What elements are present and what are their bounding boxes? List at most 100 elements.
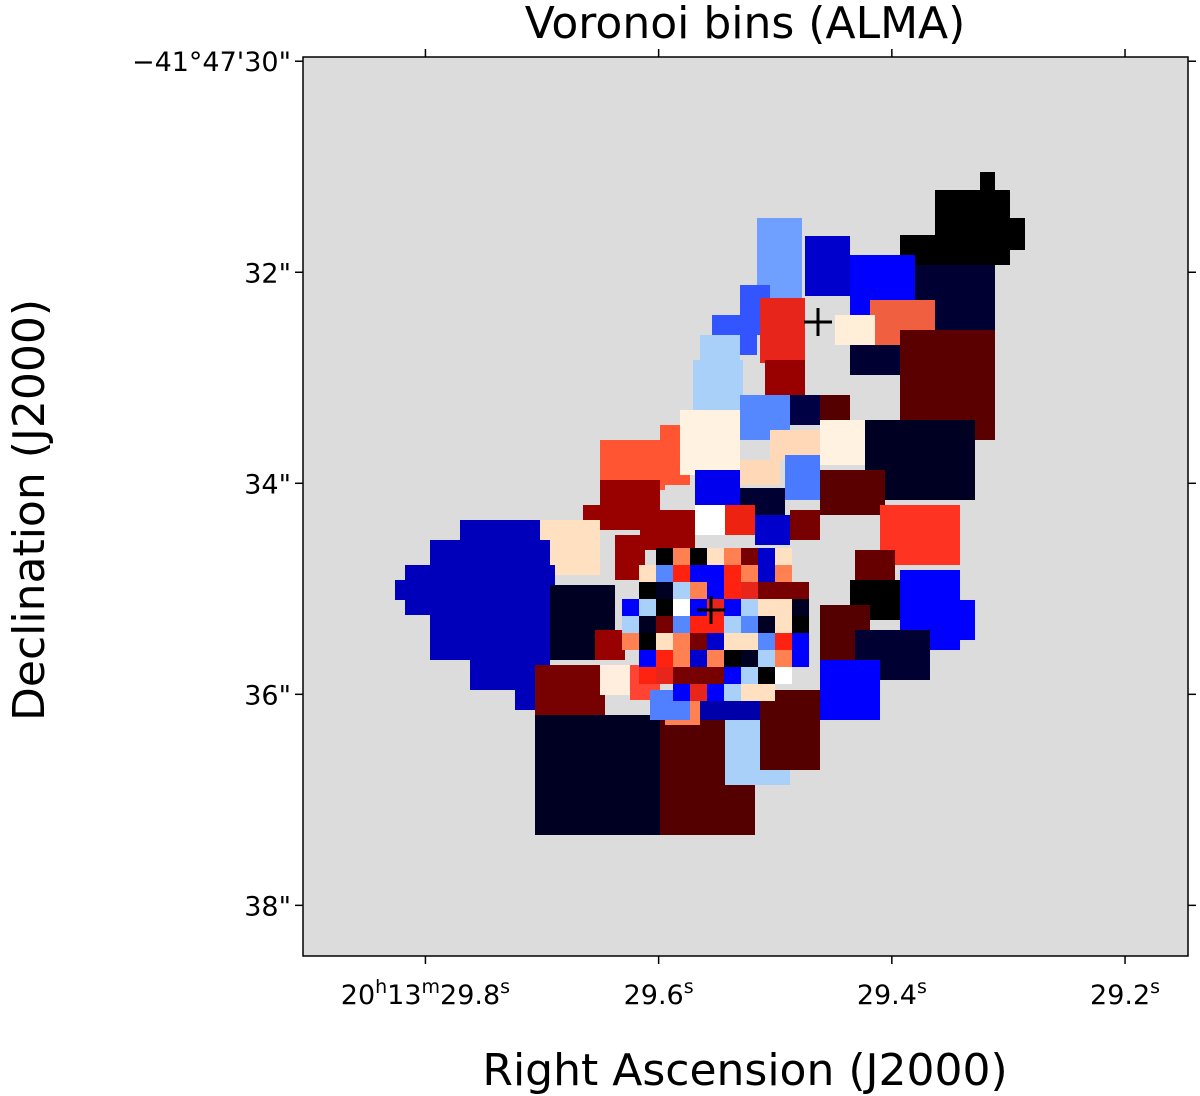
voronoi-bin	[790, 395, 820, 425]
voronoi-bin	[707, 582, 724, 599]
voronoi-bin	[707, 667, 724, 684]
voronoi-bin	[775, 667, 792, 684]
voronoi-bin	[600, 665, 630, 695]
y-tick-label: 34"	[244, 469, 291, 500]
voronoi-bin	[639, 582, 656, 599]
voronoi-bin	[765, 360, 805, 395]
voronoi-bin	[656, 565, 673, 582]
voronoi-bin	[792, 616, 809, 633]
voronoi-bin	[792, 633, 809, 650]
voronoi-bin	[820, 420, 865, 465]
voronoi-bin	[707, 548, 724, 565]
voronoi-bin	[755, 515, 790, 545]
voronoi-bin	[656, 667, 673, 684]
voronoi-bin	[690, 684, 707, 701]
voronoi-bin	[724, 616, 741, 633]
chart-title: Voronoi bins (ALMA)	[525, 0, 966, 49]
y-tick-label: 32"	[244, 258, 291, 289]
voronoi-bin	[724, 650, 741, 667]
voronoi-bin	[757, 218, 802, 298]
voronoi-bin	[775, 582, 792, 599]
voronoi-bin	[673, 667, 690, 684]
voronoi-bin	[673, 684, 690, 701]
voronoi-bin	[760, 298, 805, 363]
voronoi-bin	[741, 599, 758, 616]
voronoi-bin	[639, 650, 656, 667]
voronoi-bin	[673, 616, 690, 633]
voronoi-bin	[725, 505, 755, 535]
voronoi-bin	[758, 599, 775, 616]
voronoi-bin	[639, 633, 656, 650]
voronoi-bin	[656, 616, 673, 633]
voronoi-bin	[639, 599, 656, 616]
voronoi-bin	[758, 565, 775, 582]
x-tick-label: 29.4s	[857, 976, 927, 1011]
voronoi-bin	[775, 548, 792, 565]
voronoi-bin	[724, 684, 741, 701]
voronoi-bin	[640, 510, 695, 550]
voronoi-bin	[639, 616, 656, 633]
voronoi-bin	[724, 633, 741, 650]
voronoi-bin	[690, 650, 707, 667]
voronoi-bin	[690, 565, 707, 582]
voronoi-bin	[724, 599, 741, 616]
y-tick-label: 36"	[244, 680, 291, 711]
voronoi-bin	[690, 599, 707, 616]
voronoi-bin	[690, 667, 707, 684]
voronoi-bin	[565, 520, 595, 540]
voronoi-bin	[790, 510, 820, 540]
voronoi-bin	[680, 410, 740, 475]
voronoi-bin	[673, 633, 690, 650]
voronoi-bin	[741, 650, 758, 667]
voronoi-bin	[955, 600, 975, 640]
voronoi-bin	[656, 548, 673, 565]
voronoi-bin	[741, 667, 758, 684]
voronoi-bin	[673, 582, 690, 599]
voronoi-bin	[656, 599, 673, 616]
voronoi-bin	[707, 565, 724, 582]
plot-frame	[302, 56, 1189, 957]
voronoi-bin	[622, 633, 639, 650]
y-axis-label: Declination (J2000)	[4, 299, 55, 721]
bins	[395, 172, 1025, 835]
voronoi-bin	[639, 667, 656, 684]
voronoi-bin	[792, 650, 809, 667]
voronoi-bin	[758, 650, 775, 667]
voronoi-bin	[850, 345, 900, 375]
voronoi-bin	[724, 548, 741, 565]
voronoi-bin	[835, 315, 875, 345]
voronoi-bin	[707, 650, 724, 667]
voronoi-bin	[900, 235, 1010, 265]
x-tick-label: 29.6s	[624, 976, 694, 1011]
voronoi-bin	[758, 582, 775, 599]
voronoi-bin	[980, 172, 995, 192]
voronoi-bin	[724, 582, 741, 599]
voronoi-bin	[758, 684, 775, 701]
voronoi-bin	[724, 667, 741, 684]
voronoi-bin	[656, 650, 673, 667]
voronoi-bin	[775, 599, 792, 616]
voronoi-bin	[693, 360, 743, 410]
voronoi-bin	[395, 580, 415, 600]
voronoi-bin	[595, 630, 625, 660]
voronoi-bin	[775, 633, 792, 650]
voronoi-bin	[805, 236, 850, 296]
voronoi-bin	[707, 633, 724, 650]
y-tick-label: −41°47'30"	[132, 47, 291, 78]
voronoi-bin	[820, 660, 880, 720]
voronoi-bin	[1010, 218, 1025, 250]
voronoi-bin	[707, 684, 724, 701]
voronoi-bin	[656, 633, 673, 650]
voronoi-bin	[758, 548, 775, 565]
y-tick-label: 38"	[244, 891, 291, 922]
voronoi-bin	[758, 667, 775, 684]
voronoi-bin	[792, 599, 809, 616]
source-markers	[697, 308, 832, 624]
x-tick-label: 29.2s	[1090, 976, 1160, 1011]
x-axis-label: Right Ascension (J2000)	[482, 1045, 1007, 1096]
x-tick-label: 20h13m29.8s	[341, 976, 510, 1011]
voronoi-bin	[656, 582, 673, 599]
voronoi-bin	[405, 565, 555, 615]
voronoi-bin	[785, 455, 820, 500]
voronoi-bin	[639, 565, 656, 582]
